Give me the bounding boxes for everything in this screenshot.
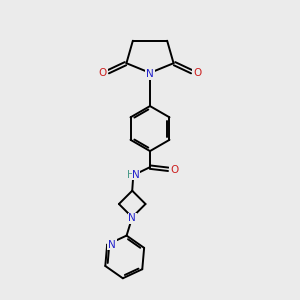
- Text: N: N: [146, 69, 154, 79]
- Text: N: N: [128, 213, 136, 224]
- Text: N: N: [108, 240, 116, 250]
- Text: O: O: [193, 68, 201, 78]
- Text: H: H: [127, 170, 135, 180]
- Text: O: O: [99, 68, 107, 78]
- Text: N: N: [132, 170, 140, 180]
- Text: O: O: [170, 165, 178, 176]
